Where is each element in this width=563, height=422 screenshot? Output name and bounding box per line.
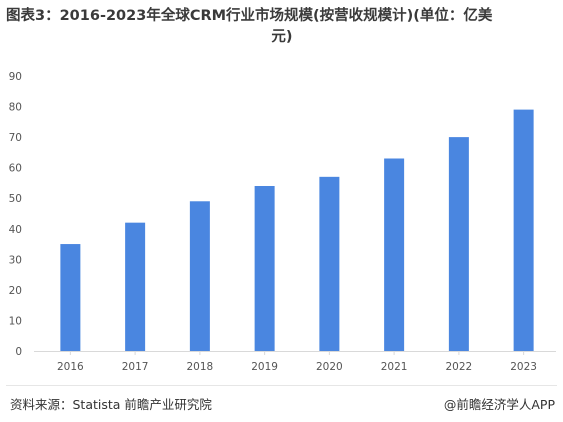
bar <box>189 201 210 351</box>
chart-title-line2: 元) <box>271 29 293 45</box>
y-tick-label: 70 <box>9 132 22 144</box>
x-tick-label: 2023 <box>510 361 537 373</box>
bar <box>60 244 81 351</box>
x-tick-label: 2019 <box>251 361 278 373</box>
x-tick-label: 2021 <box>381 361 408 373</box>
y-tick-label: 50 <box>9 193 22 205</box>
footer-divider <box>6 385 557 386</box>
y-tick-label: 30 <box>9 254 22 266</box>
brand-credit: @前瞻经济学人APP <box>443 397 555 412</box>
bar <box>125 222 146 351</box>
y-tick-label: 40 <box>9 224 22 236</box>
chart-title-line1: 图表3：2016-2023年全球CRM行业市场规模(按营收规模计)(单位：亿美 <box>6 8 493 24</box>
x-tick-label: 2018 <box>187 361 214 373</box>
y-tick-label: 60 <box>9 163 22 175</box>
x-tick-label: 2020 <box>316 361 343 373</box>
chart-title: 图表3：2016-2023年全球CRM行业市场规模(按营收规模计)(单位：亿美 … <box>6 6 558 48</box>
bar <box>384 158 405 351</box>
y-tick-label: 0 <box>15 346 22 358</box>
y-tick-label: 80 <box>9 102 22 114</box>
x-tick-label: 2017 <box>122 361 149 373</box>
bar <box>319 176 340 351</box>
bar <box>448 137 469 351</box>
bar <box>254 186 275 351</box>
y-tick-label: 90 <box>9 71 22 83</box>
x-tick-label: 2016 <box>57 361 84 373</box>
y-tick-label: 20 <box>9 285 22 297</box>
y-tick-label: 10 <box>9 315 22 327</box>
source-note: 资料来源：Statista 前瞻产业研究院 <box>10 397 212 412</box>
x-tick-label: 2022 <box>446 361 473 373</box>
bar <box>513 109 534 351</box>
